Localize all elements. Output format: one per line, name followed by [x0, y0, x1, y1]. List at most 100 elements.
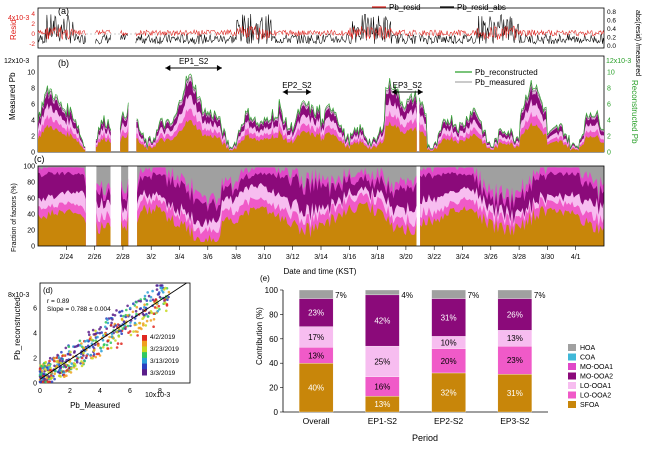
panel-d-point [93, 348, 96, 352]
panel-d-point [60, 357, 63, 360]
panel-a-left-tick: 2 [31, 21, 35, 28]
panel-d-point [156, 309, 159, 313]
panel-d-point [57, 356, 61, 360]
panel-d-point [84, 340, 87, 343]
panel-d-colorbar-segment [142, 352, 147, 359]
panel-e-data-label: 17% [308, 333, 324, 342]
panel-d-point [46, 380, 50, 384]
panel-d-point [91, 356, 94, 360]
panel-d-point [165, 304, 169, 307]
date-tick-label: 3/28 [512, 254, 526, 261]
panel-d-colorbar-segment [142, 369, 147, 376]
panel-e-ylabel: Contribution (%) [255, 307, 264, 365]
panel-d-point [109, 323, 113, 327]
panel-d-point [151, 289, 154, 293]
panel-b-series-pb-reconstructed [419, 79, 605, 150]
panel-d-point [129, 321, 132, 324]
panel-d-point [133, 304, 137, 307]
panel-a-left-tick: 4 [31, 11, 35, 18]
panel-d-point [102, 334, 105, 337]
panel-d-point [62, 371, 66, 374]
panel-d-point [136, 334, 139, 337]
panel-d-point [39, 380, 42, 384]
panel-d-point [81, 361, 85, 365]
panel-d-point [165, 309, 168, 313]
panel-d-point [157, 293, 161, 296]
panel-b-stack-layer [120, 131, 129, 152]
panel-c-left-tick: 100 [23, 164, 35, 171]
panel-d-point [39, 375, 42, 379]
panel-b-left-tick: 10 [27, 70, 35, 77]
panel-d-point [145, 312, 148, 316]
panel-e-bars: Overall 40% 13% 17% 23% 7% EP1-S2 13% 16% 25% 42% 4… [298, 289, 546, 426]
panel-a-right-tick: 0.2 [607, 35, 616, 42]
panel-d-point [89, 353, 93, 357]
panel-d-point [38, 370, 42, 373]
panel-d-colorbar: 4/2/2019 3/23/2019 3/13/2019 3/3/2019 [142, 334, 179, 377]
panel-d-point [105, 327, 108, 330]
panel-d-point [104, 321, 108, 324]
panel-d-point [105, 343, 109, 347]
panel-e-label: (e) [260, 274, 270, 283]
event-label: EP3_S2 [393, 81, 423, 90]
panel-e-legend-swatch [568, 353, 576, 361]
panel-d-point [126, 314, 129, 317]
event-arrow-head-right [306, 89, 312, 95]
panel-e-bar-segment [365, 289, 400, 296]
panel-d-point [87, 330, 90, 334]
panel-d-point [143, 294, 147, 298]
panel-d-point [146, 315, 150, 318]
panel-d-point [66, 352, 70, 356]
panel-b-right-tick: 2 [607, 134, 611, 141]
panel-d-point [119, 329, 122, 333]
panel-e-legend-swatch [568, 372, 576, 380]
panel-d-point [164, 286, 167, 290]
panel-d-point [65, 369, 69, 372]
panel-d-point [67, 364, 70, 368]
panel-a-left-ticks: 4 2 0 -2 [29, 11, 35, 48]
date-tick-label: 3/30 [541, 254, 555, 261]
panel-e-data-label: 20% [441, 357, 457, 366]
panel-c-stack-layer [38, 209, 86, 246]
panel-d-point [135, 305, 139, 309]
panel-e-y-tick: 20 [269, 384, 278, 393]
panel-d-point [41, 366, 45, 370]
panel-d-point [102, 343, 106, 347]
panel-d-point [163, 301, 167, 305]
panel-e-legend-swatch [568, 382, 576, 389]
panel-b-stack-layer [95, 136, 111, 152]
panel-d-colorbar-segment [142, 363, 147, 370]
panel-d-point [40, 364, 43, 368]
panel-d-point [73, 362, 77, 366]
panel-e-legend: HOA COA MO-OOA1 MO-OOA2 LO-OOA1 LO-OOA2 SFOA [568, 344, 613, 409]
panel-d-point [80, 360, 83, 363]
panel-e-data-label: 10% [441, 338, 457, 347]
panel-d-point [91, 345, 95, 348]
panel-e-data-label: 42% [374, 317, 390, 326]
legend-label-pb-measured: Pb_measured [475, 78, 525, 87]
date-tick-label: 3/4 [175, 254, 185, 261]
panel-d-point [167, 290, 171, 294]
panel-d-point [92, 353, 96, 356]
panel-d-point [122, 320, 126, 324]
panel-a-right-ticks: 0.8 0.60.4 0.20.0 [607, 9, 616, 50]
panel-c-left-tick: 0 [31, 244, 35, 251]
panel-e-data-label: 7% [534, 291, 546, 300]
panel-e-bar-segment [431, 298, 466, 337]
panel-d-point [152, 318, 156, 321]
panel-d-slope: Slope = 0.788 ± 0.004 [47, 306, 111, 313]
panel-a-series [37, 13, 605, 45]
panel-e-bar-segment [431, 372, 466, 413]
panel-d-point [110, 332, 114, 336]
panel-c-label: (c) [34, 154, 45, 164]
panel-d-ticks: 0 2 4 6 8 6 4 2 0 [33, 306, 162, 396]
panel-e-legend-label: LO-OOA1 [580, 383, 611, 390]
panel-d-point [49, 374, 53, 377]
panel-e-category-label: Overall [303, 416, 330, 426]
panel-d-point [143, 303, 146, 307]
panel-d-colorbar-label: 4/2/2019 [150, 334, 176, 341]
panel-d-point [133, 321, 137, 325]
panel-b-ylabel-left: Measured Pb [8, 72, 17, 120]
panel-d-point [120, 332, 123, 336]
panel-c-stack-layer [137, 201, 417, 246]
